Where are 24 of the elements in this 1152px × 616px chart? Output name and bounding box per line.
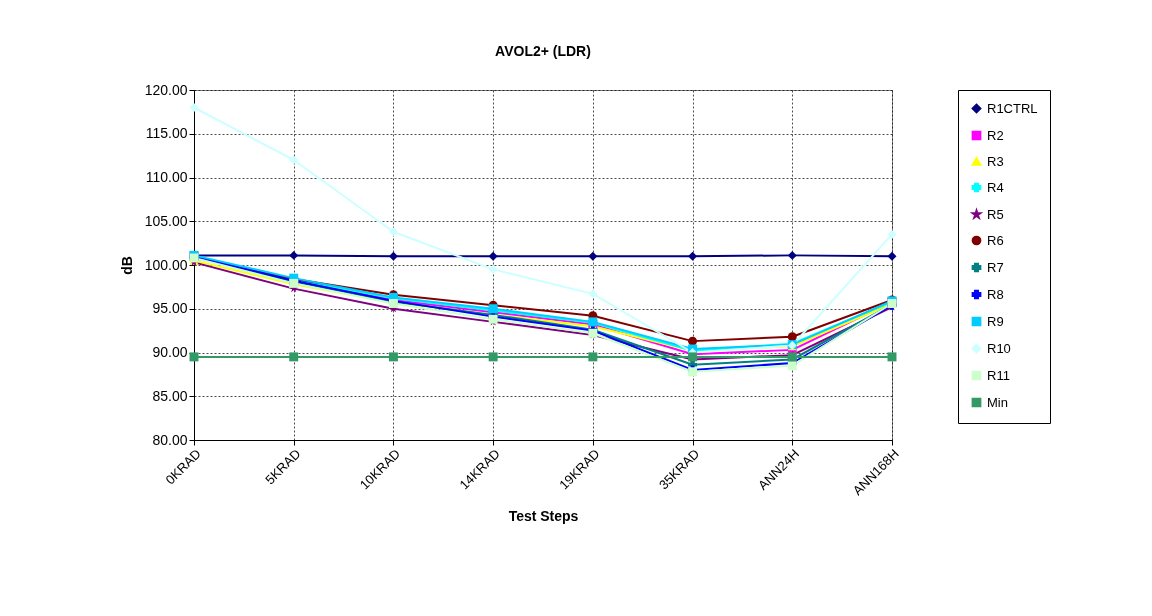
y-axis-title: dB <box>118 256 135 275</box>
legend-label: R8 <box>987 286 1004 302</box>
y-tick-label: 95.00 <box>152 300 188 317</box>
y-tick-label: 90.00 <box>152 344 188 360</box>
x-axis-title: Test Steps <box>508 508 579 525</box>
legend-label: R7 <box>987 259 1004 275</box>
y-tick-label: 80.00 <box>152 431 188 448</box>
legend-label: R4 <box>987 179 1004 195</box>
y-tick-label: 120.00 <box>144 81 188 98</box>
y-tick-label: 110.00 <box>145 169 188 185</box>
y-tick-label: 100.00 <box>144 256 188 273</box>
legend-label: R11 <box>987 367 1010 383</box>
y-tick-label: 105.00 <box>144 212 188 229</box>
legend-label: R6 <box>987 232 1004 248</box>
legend-label: R9 <box>987 313 1004 329</box>
legend-label: R10 <box>987 340 1011 356</box>
y-tick-label: 115.00 <box>145 125 188 142</box>
legend-label: R1CTRL <box>987 100 1038 116</box>
chart-title: AVOL2+ (LDR) <box>495 43 591 59</box>
legend-label: R2 <box>987 127 1004 143</box>
legend-label: Min <box>987 394 1008 410</box>
legend-label: R5 <box>987 206 1004 222</box>
legend-label: R3 <box>987 153 1004 169</box>
y-tick-label: 85.00 <box>152 387 188 404</box>
